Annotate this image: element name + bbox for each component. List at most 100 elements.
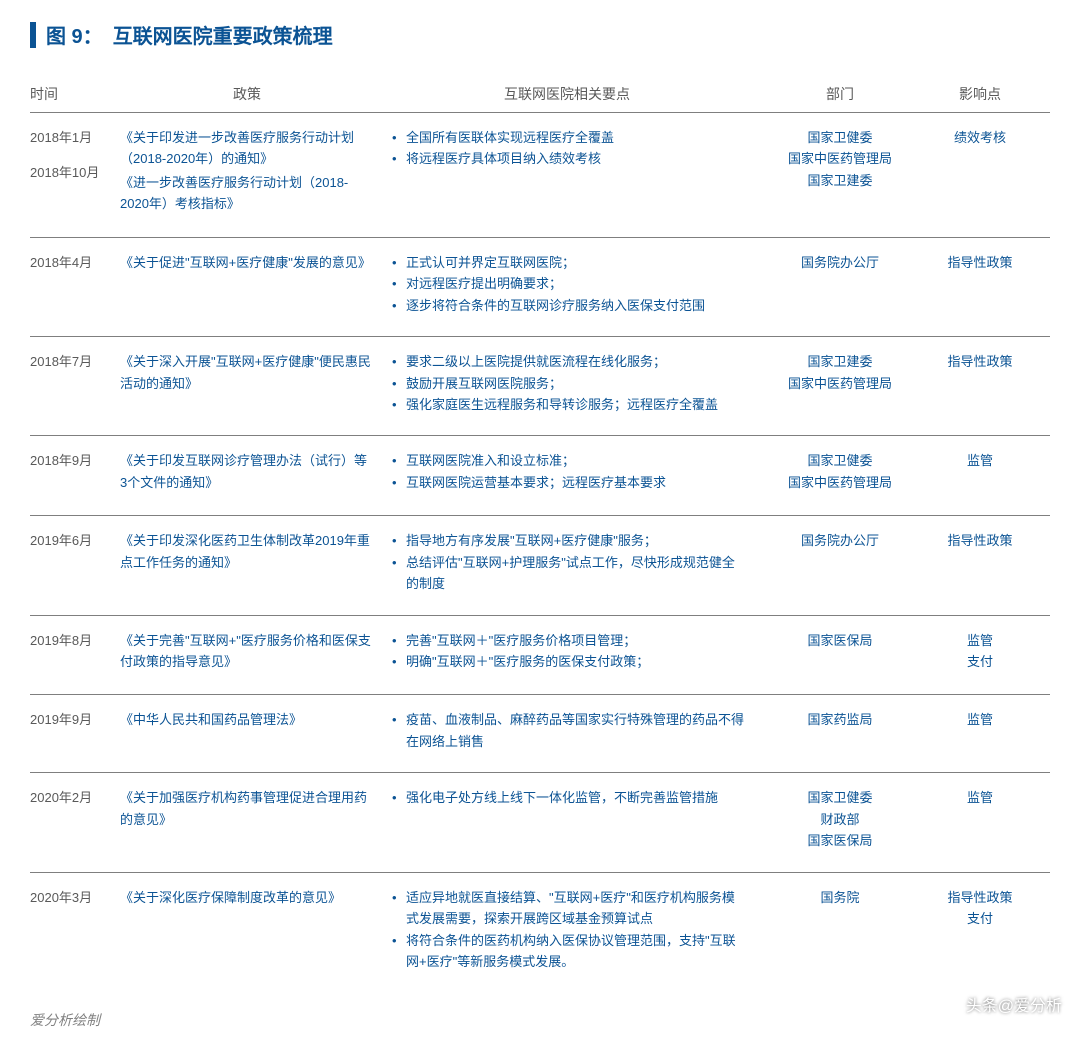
cell-dept: 国家卫建委国家中医药管理局 [760, 351, 920, 394]
dept-text: 国家药监局 [760, 709, 920, 730]
point-item: 对远程医疗提出明确要求； [390, 273, 744, 294]
time-text: 2018年9月 [30, 450, 114, 471]
dept-text: 国家中医药管理局 [760, 373, 920, 394]
table-row: 2018年1月 2018年10月《关于印发进一步改善医疗服务行动计划（2018-2… [30, 113, 1050, 238]
cell-impact: 指导性政策 [920, 351, 1040, 372]
dept-text: 国务院办公厅 [760, 252, 920, 273]
cell-dept: 国务院办公厅 [760, 252, 920, 273]
cell-time: 2019年9月 [30, 709, 120, 744]
cell-impact: 监管 [920, 450, 1040, 471]
policy-text: 《关于深入开展"互联网+医疗健康"便民惠民活动的通知》 [120, 351, 374, 394]
point-item: 互联网医院准入和设立标准； [390, 450, 744, 471]
policy-text: 《关于印发深化医药卫生体制改革2019年重点工作任务的通知》 [120, 530, 374, 573]
cell-impact: 指导性政策 [920, 530, 1040, 551]
cell-points: 疫苗、血液制品、麻醉药品等国家实行特殊管理的药品不得在网络上销售 [390, 709, 760, 752]
table-row: 2018年7月《关于深入开展"互联网+医疗健康"便民惠民活动的通知》要求二级以上… [30, 337, 1050, 436]
point-item: 完善"互联网＋"医疗服务价格项目管理； [390, 630, 744, 651]
point-item: 将远程医疗具体项目纳入绩效考核 [390, 148, 744, 169]
dept-text: 财政部 [760, 809, 920, 830]
source-caption: 爱分析绘制 [30, 1010, 1050, 1030]
dept-text: 国家中医药管理局 [760, 148, 920, 169]
cell-policy: 《中华人民共和国药品管理法》 [120, 709, 390, 732]
cell-policy: 《关于印发互联网诊疗管理办法（试行）等3个文件的通知》 [120, 450, 390, 495]
impact-text: 指导性政策 [920, 351, 1040, 372]
time-text: 2018年1月 [30, 127, 114, 148]
cell-points: 要求二级以上医院提供就医流程在线化服务；鼓励开展互联网医院服务；强化家庭医生远程… [390, 351, 760, 415]
header-time: 时间 [30, 84, 120, 104]
cell-points: 强化电子处方线上线下一体化监管，不断完善监管措施 [390, 787, 760, 808]
dept-text: 国家卫健委 [760, 450, 920, 471]
time-text: 2020年2月 [30, 787, 114, 808]
point-item: 总结评估"互联网+护理服务"试点工作，尽快形成规范健全的制度 [390, 552, 744, 595]
point-item: 互联网医院运营基本要求；远程医疗基本要求 [390, 472, 744, 493]
cell-time: 2020年2月 [30, 787, 120, 822]
point-item: 将符合条件的医药机构纳入医保协议管理范围，支持"互联网+医疗"等新服务模式发展。 [390, 930, 744, 973]
cell-impact: 监管支付 [920, 630, 1040, 673]
impact-text: 支付 [920, 651, 1040, 672]
dept-text: 国务院办公厅 [760, 530, 920, 551]
cell-impact: 监管 [920, 787, 1040, 808]
table-row: 2019年6月《关于印发深化医药卫生体制改革2019年重点工作任务的通知》指导地… [30, 516, 1050, 615]
dept-text: 国家医保局 [760, 830, 920, 851]
cell-time: 2018年9月 [30, 450, 120, 485]
cell-policy: 《关于深化医疗保障制度改革的意见》 [120, 887, 390, 910]
cell-time: 2018年1月 2018年10月 [30, 127, 120, 198]
table-header-row: 时间 政策 互联网医院相关要点 部门 影响点 [30, 74, 1050, 113]
table-row: 2020年3月《关于深化医疗保障制度改革的意见》适应异地就医直接结算、"互联网+… [30, 873, 1050, 993]
point-item: 适应异地就医直接结算、"互联网+医疗"和医疗机构服务模式发展需要，探索开展跨区域… [390, 887, 744, 930]
impact-text: 支付 [920, 908, 1040, 929]
policy-text: 《关于印发互联网诊疗管理办法（试行）等3个文件的通知》 [120, 450, 374, 493]
point-item: 疫苗、血液制品、麻醉药品等国家实行特殊管理的药品不得在网络上销售 [390, 709, 744, 752]
policy-text: 《中华人民共和国药品管理法》 [120, 709, 374, 730]
cell-policy: 《关于完善"互联网+"医疗服务价格和医保支付政策的指导意见》 [120, 630, 390, 675]
policy-text: 《关于深化医疗保障制度改革的意见》 [120, 887, 374, 908]
time-text: 2019年6月 [30, 530, 114, 551]
policy-text: 《进一步改善医疗服务行动计划（2018-2020年）考核指标》 [120, 172, 374, 215]
time-text: 2020年3月 [30, 887, 114, 908]
time-text: 2018年10月 [30, 162, 114, 183]
header-dept: 部门 [760, 84, 920, 104]
table-row: 2018年4月《关于促进"互联网+医疗健康"发展的意见》正式认可并界定互联网医院… [30, 238, 1050, 337]
point-item: 全国所有医联体实现远程医疗全覆盖 [390, 127, 744, 148]
dept-text: 国家卫健委 [760, 787, 920, 808]
policy-text: 《关于完善"互联网+"医疗服务价格和医保支付政策的指导意见》 [120, 630, 374, 673]
point-item: 逐步将符合条件的互联网诊疗服务纳入医保支付范围 [390, 295, 744, 316]
table-row: 2020年2月《关于加强医疗机构药事管理促进合理用药的意见》强化电子处方线上线下… [30, 773, 1050, 872]
impact-text: 监管 [920, 709, 1040, 730]
table-row: 2018年9月《关于印发互联网诊疗管理办法（试行）等3个文件的通知》互联网医院准… [30, 436, 1050, 516]
cell-points: 全国所有医联体实现远程医疗全覆盖将远程医疗具体项目纳入绩效考核 [390, 127, 760, 170]
cell-policy: 《关于印发深化医药卫生体制改革2019年重点工作任务的通知》 [120, 530, 390, 575]
cell-impact: 指导性政策支付 [920, 887, 1040, 930]
table-row: 2019年8月《关于完善"互联网+"医疗服务价格和医保支付政策的指导意见》完善"… [30, 616, 1050, 696]
cell-dept: 国家卫健委国家中医药管理局 [760, 450, 920, 493]
time-text: 2018年7月 [30, 351, 114, 372]
cell-points: 完善"互联网＋"医疗服务价格项目管理；明确"互联网＋"医疗服务的医保支付政策； [390, 630, 760, 673]
cell-policy: 《关于印发进一步改善医疗服务行动计划（2018-2020年）的通知》《进一步改善… [120, 127, 390, 217]
cell-policy: 《关于加强医疗机构药事管理促进合理用药的意见》 [120, 787, 390, 832]
cell-time: 2018年4月 [30, 252, 120, 287]
cell-impact: 监管 [920, 709, 1040, 730]
table-row: 2019年9月《中华人民共和国药品管理法》疫苗、血液制品、麻醉药品等国家实行特殊… [30, 695, 1050, 773]
impact-text: 绩效考核 [920, 127, 1040, 148]
dept-text: 国家医保局 [760, 630, 920, 651]
cell-policy: 《关于深入开展"互联网+医疗健康"便民惠民活动的通知》 [120, 351, 390, 396]
impact-text: 监管 [920, 450, 1040, 471]
cell-time: 2018年7月 [30, 351, 120, 386]
figure-title: 图 9： 互联网医院重要政策梳理 [30, 20, 1050, 49]
cell-policy: 《关于促进"互联网+医疗健康"发展的意见》 [120, 252, 390, 275]
point-item: 指导地方有序发展"互联网+医疗健康"服务； [390, 530, 744, 551]
policy-text: 《关于加强医疗机构药事管理促进合理用药的意见》 [120, 787, 374, 830]
point-item: 正式认可并界定互联网医院； [390, 252, 744, 273]
point-item: 强化电子处方线上线下一体化监管，不断完善监管措施 [390, 787, 744, 808]
header-points: 互联网医院相关要点 [390, 84, 760, 104]
cell-points: 正式认可并界定互联网医院；对远程医疗提出明确要求；逐步将符合条件的互联网诊疗服务… [390, 252, 760, 316]
point-item: 强化家庭医生远程服务和导转诊服务；远程医疗全覆盖 [390, 394, 744, 415]
dept-text: 国家中医药管理局 [760, 472, 920, 493]
cell-points: 互联网医院准入和设立标准；互联网医院运营基本要求；远程医疗基本要求 [390, 450, 760, 493]
cell-impact: 绩效考核 [920, 127, 1040, 148]
figure-number: 图 9： [46, 20, 103, 49]
point-item: 明确"互联网＋"医疗服务的医保支付政策； [390, 651, 744, 672]
title-accent-bar [30, 22, 36, 48]
watermark: 头条@爱分析 [966, 992, 1062, 1016]
dept-text: 国家卫建委 [760, 170, 920, 191]
